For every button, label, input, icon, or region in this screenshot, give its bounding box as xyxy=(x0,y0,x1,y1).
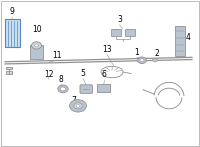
FancyBboxPatch shape xyxy=(5,19,20,47)
Text: 12: 12 xyxy=(44,70,54,79)
FancyBboxPatch shape xyxy=(111,29,121,36)
FancyBboxPatch shape xyxy=(175,26,185,56)
Text: 13: 13 xyxy=(102,45,112,54)
Circle shape xyxy=(35,44,38,47)
Text: 4: 4 xyxy=(186,33,191,42)
FancyBboxPatch shape xyxy=(125,29,135,36)
Text: 3: 3 xyxy=(117,15,122,24)
FancyBboxPatch shape xyxy=(80,85,92,93)
Circle shape xyxy=(74,103,82,109)
Circle shape xyxy=(70,100,86,112)
Circle shape xyxy=(153,58,157,62)
Circle shape xyxy=(138,57,146,64)
Text: 9: 9 xyxy=(10,7,15,16)
Circle shape xyxy=(32,42,41,49)
Circle shape xyxy=(76,105,80,107)
Circle shape xyxy=(60,87,66,91)
Circle shape xyxy=(154,59,156,61)
Circle shape xyxy=(140,59,144,62)
Text: 6: 6 xyxy=(102,70,107,79)
Text: 8: 8 xyxy=(59,75,63,84)
Text: 10: 10 xyxy=(32,25,42,34)
Text: 5: 5 xyxy=(81,69,85,78)
Text: 2: 2 xyxy=(155,49,159,58)
FancyBboxPatch shape xyxy=(97,84,110,92)
Circle shape xyxy=(58,85,68,93)
FancyBboxPatch shape xyxy=(30,45,43,59)
Text: 1: 1 xyxy=(135,48,139,57)
Polygon shape xyxy=(6,71,12,74)
Polygon shape xyxy=(6,67,12,69)
Text: 11: 11 xyxy=(52,51,62,60)
Text: 7: 7 xyxy=(72,96,76,105)
